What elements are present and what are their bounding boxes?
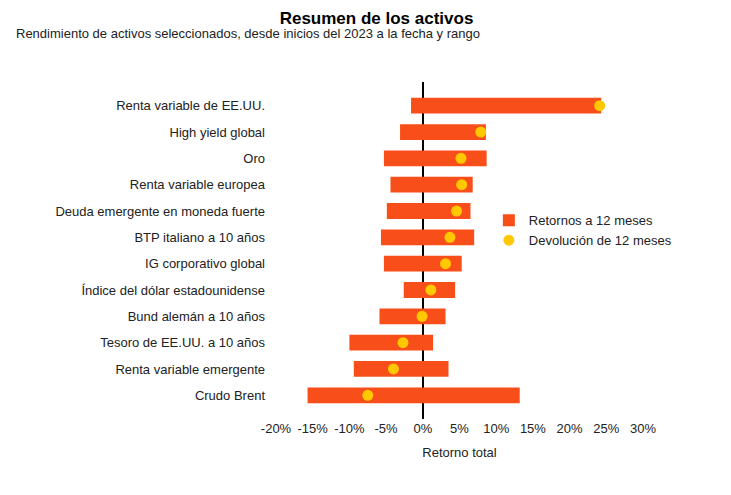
svg-text:Rendimiento de activos selecci: Rendimiento de activos seleccionados, de…	[16, 26, 480, 41]
svg-text:-5%: -5%	[375, 421, 399, 436]
svg-text:Bund alemán a 10 años: Bund alemán a 10 años	[128, 309, 266, 324]
svg-text:Retorno total: Retorno total	[422, 445, 497, 460]
svg-text:20%: 20%	[557, 421, 583, 436]
svg-text:-15%: -15%	[298, 421, 329, 436]
svg-text:Renta variable europea: Renta variable europea	[130, 177, 266, 192]
svg-text:30%: 30%	[630, 421, 656, 436]
svg-text:-10%: -10%	[334, 421, 365, 436]
svg-text:25%: 25%	[593, 421, 619, 436]
svg-text:IG corporativo global: IG corporativo global	[145, 256, 265, 271]
svg-text:Deuda emergente en moneda fuer: Deuda emergente en moneda fuerte	[55, 204, 265, 219]
svg-text:Retornos a 12 meses: Retornos a 12 meses	[529, 213, 653, 228]
svg-text:-20%: -20%	[261, 421, 292, 436]
svg-text:0%: 0%	[413, 421, 432, 436]
svg-text:BTP italiano a 10 años: BTP italiano a 10 años	[134, 230, 265, 245]
svg-text:Renta variable emergente: Renta variable emergente	[115, 362, 265, 377]
svg-text:Resumen de los activos: Resumen de los activos	[280, 9, 474, 28]
svg-text:5%: 5%	[450, 421, 469, 436]
svg-text:Devolución de 12 meses: Devolución de 12 meses	[529, 233, 672, 248]
svg-text:Crudo Brent: Crudo Brent	[195, 388, 265, 403]
svg-text:Tesoro de EE.UU. a 10 años: Tesoro de EE.UU. a 10 años	[100, 335, 265, 350]
svg-text:Renta variable de EE.UU.: Renta variable de EE.UU.	[116, 98, 265, 113]
svg-text:10%: 10%	[483, 421, 509, 436]
svg-text:High yield global: High yield global	[170, 125, 266, 140]
svg-text:Índice del dólar estadounidens: Índice del dólar estadounidense	[81, 283, 265, 298]
svg-text:15%: 15%	[520, 421, 546, 436]
svg-text:Oro: Oro	[243, 151, 265, 166]
